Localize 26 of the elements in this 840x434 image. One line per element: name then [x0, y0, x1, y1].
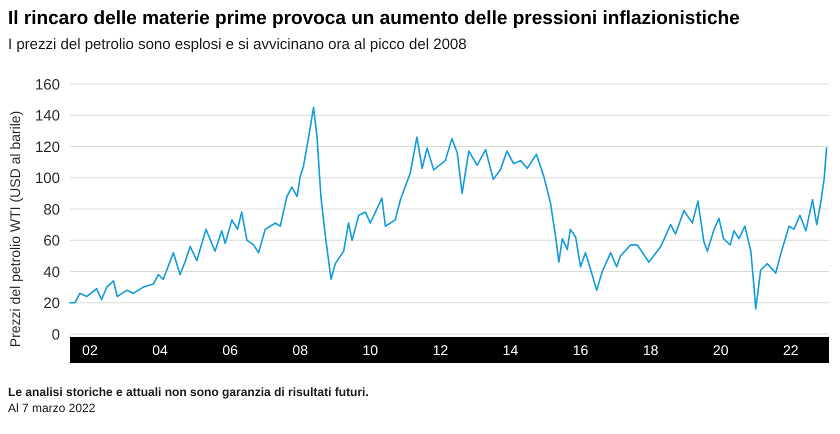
y-tick-label: 80 [43, 201, 60, 218]
chart-subtitle: I prezzi del petrolio sono esplosi e si avvicinano ora al picco del 2008 [8, 36, 467, 53]
text: Al 7 marzo 2022 [8, 401, 96, 415]
x-tick-label: 20 [712, 342, 729, 358]
x-tick-label: 06 [222, 342, 238, 358]
y-tick-label: 60 [43, 232, 60, 250]
y-tick-label: 100 [34, 170, 60, 187]
y-tick-label: 40 [43, 264, 60, 281]
text: Le analisi storiche e attuali non sono garanzia di risultati futuri. [8, 385, 369, 399]
chart-title: Il rincaro delle materie prime provoca un aumento delle pressioni inflazionistiche [8, 8, 740, 29]
x-tick-label: 08 [292, 342, 308, 358]
y-tick-label: 140 [34, 108, 60, 124]
y-tick-label: 160 [34, 76, 60, 94]
y-tick-label: 0 [52, 326, 60, 344]
line-series [69, 106, 828, 310]
x-tick-label: 12 [432, 342, 448, 358]
y-tick-label: 120 [34, 138, 60, 156]
x-tick-label: 16 [572, 342, 589, 358]
x-tick-label: 18 [642, 342, 659, 358]
x-tick-label: 14 [502, 342, 518, 358]
x-tick-label: 02 [82, 342, 98, 358]
y-tick-label: 20 [43, 295, 60, 312]
y-axis-title: Prezzi del petrolio WTI (USD al barile) [7, 110, 23, 348]
x-tick-label: 22 [783, 342, 799, 358]
x-tick-label: 04 [152, 342, 168, 358]
x-tick-label: 10 [362, 342, 378, 358]
